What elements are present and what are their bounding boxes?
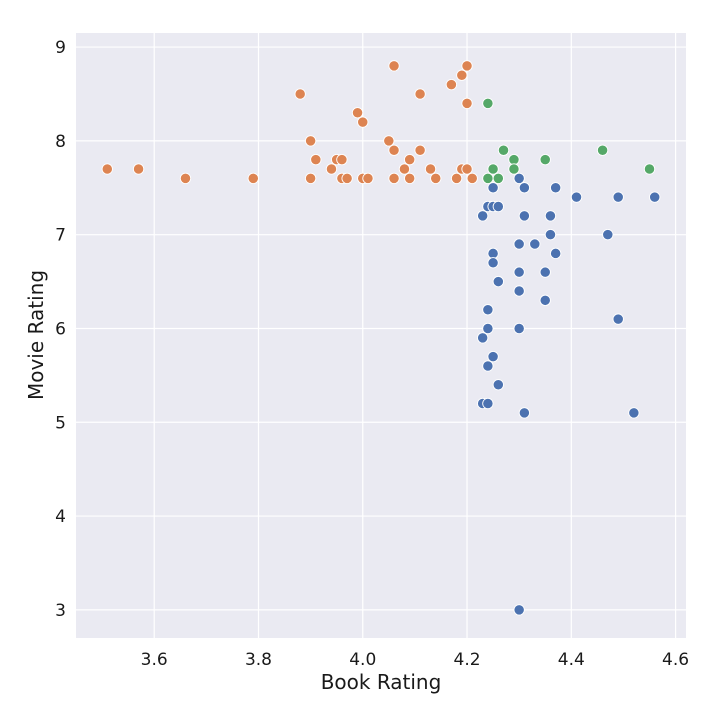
data-point — [628, 407, 640, 419]
data-point — [388, 144, 400, 156]
data-point — [466, 172, 478, 185]
data-point — [357, 116, 369, 128]
data-point — [518, 407, 531, 419]
x-tick-labels: 3.6 3.8 4.0 4.2 4.4 4.6 — [141, 650, 689, 670]
data-point — [497, 144, 510, 156]
data-point — [456, 69, 468, 81]
data-point — [383, 135, 395, 147]
data-point — [414, 88, 426, 100]
data-point — [336, 153, 348, 166]
data-point — [461, 60, 473, 72]
data-point — [461, 97, 473, 109]
x-tick-label: 3.6 — [141, 650, 168, 670]
data-point — [612, 191, 624, 203]
data-point — [513, 266, 525, 278]
data-point — [445, 78, 458, 91]
data-point — [550, 247, 562, 260]
data-point — [482, 360, 494, 372]
x-axis-label: Book Rating — [321, 670, 442, 694]
data-point — [304, 172, 317, 185]
data-point — [513, 604, 525, 616]
data-point — [529, 238, 541, 250]
data-point — [487, 182, 499, 194]
data-point — [477, 210, 489, 222]
data-point — [482, 397, 494, 410]
data-point — [388, 60, 400, 72]
data-point — [398, 163, 411, 175]
data-point — [487, 247, 499, 260]
data-point — [310, 153, 322, 166]
data-point — [508, 163, 520, 175]
data-point — [513, 285, 525, 297]
data-point — [101, 163, 113, 175]
plot-area — [76, 33, 686, 638]
data-point — [596, 144, 609, 156]
data-point — [430, 172, 442, 185]
x-tick-label: 4.2 — [454, 650, 481, 670]
data-point — [539, 294, 551, 306]
data-point — [643, 163, 656, 175]
data-point — [513, 172, 525, 185]
data-point — [612, 313, 624, 325]
data-point — [518, 182, 531, 194]
data-point — [341, 172, 353, 185]
x-tick-label: 4.4 — [558, 650, 585, 670]
data-point — [179, 172, 192, 185]
grid — [76, 33, 686, 638]
y-tick-label: 4 — [55, 507, 66, 527]
data-point — [550, 182, 562, 194]
data-point — [351, 107, 364, 119]
data-point — [513, 238, 525, 250]
x-tick-label: 4.0 — [349, 650, 376, 670]
data-point — [461, 163, 473, 175]
data-point — [482, 172, 494, 185]
data-point — [294, 88, 306, 100]
data-point — [450, 172, 463, 185]
data-point — [414, 144, 426, 156]
data-point — [570, 191, 583, 203]
data-point — [482, 97, 494, 109]
data-point — [132, 163, 145, 175]
y-axis-label: Movie Rating — [24, 270, 48, 400]
data-point — [602, 229, 614, 241]
data-point — [388, 172, 400, 185]
data-point — [508, 153, 520, 166]
data-point — [487, 257, 499, 269]
data-point — [544, 210, 557, 222]
y-tick-label: 8 — [55, 132, 66, 152]
data-point — [492, 275, 504, 288]
data-points — [101, 60, 661, 616]
y-tick-label: 7 — [55, 226, 66, 246]
y-tick-label: 5 — [55, 413, 66, 433]
x-tick-label: 3.8 — [245, 650, 272, 670]
data-point — [487, 163, 499, 175]
data-point — [492, 200, 504, 213]
data-point — [477, 332, 489, 344]
x-tick-label: 4.6 — [662, 650, 689, 670]
data-point — [544, 229, 557, 241]
data-point — [247, 172, 259, 185]
data-point — [482, 322, 494, 335]
data-point — [482, 304, 494, 316]
y-tick-labels: 3 4 5 6 7 8 9 — [55, 38, 66, 621]
data-point — [513, 322, 525, 335]
y-tick-label: 9 — [55, 38, 66, 58]
data-point — [649, 191, 661, 203]
data-point — [362, 172, 374, 185]
data-point — [404, 172, 416, 185]
y-tick-label: 3 — [55, 601, 66, 621]
data-point — [424, 163, 437, 175]
data-point — [325, 163, 338, 175]
data-point — [518, 210, 531, 222]
data-point — [539, 266, 551, 278]
data-point — [304, 135, 317, 147]
data-point — [492, 172, 504, 185]
data-point — [487, 350, 499, 363]
y-tick-label: 6 — [55, 319, 66, 339]
data-point — [492, 379, 504, 391]
data-point — [404, 153, 416, 166]
data-point — [539, 153, 551, 166]
